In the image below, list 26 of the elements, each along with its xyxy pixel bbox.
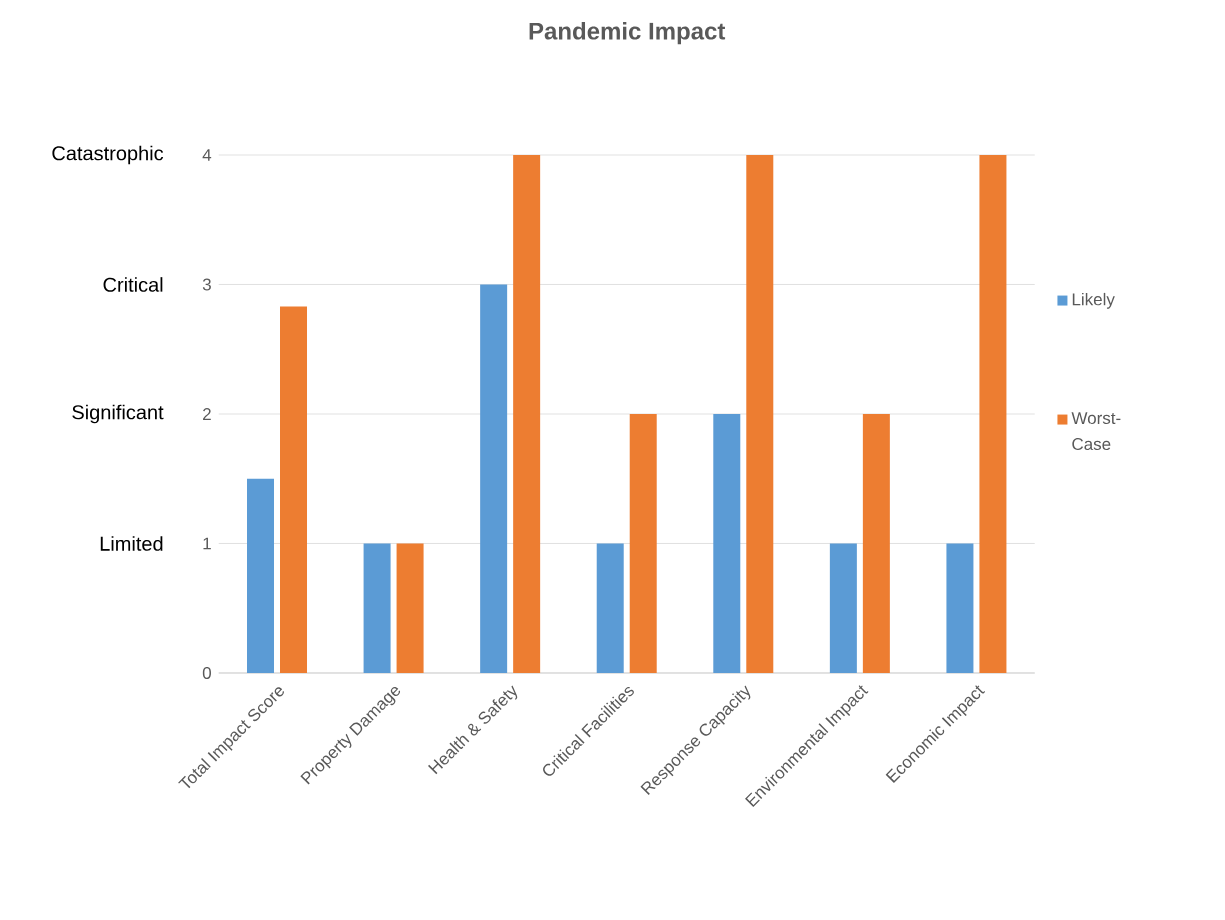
bar [247,478,275,673]
bar [596,543,624,673]
y-tick-label: 1 [203,537,211,550]
bar [746,154,774,673]
bar [396,543,424,673]
bar [979,154,1007,673]
legend-label: Worst-Case [1071,412,1121,451]
bar [629,413,657,673]
bar [480,284,508,673]
text: Critical [103,277,163,292]
bar [713,413,741,673]
legend-label: Likely [1072,292,1115,309]
text: Limited [100,536,163,551]
bar [946,543,974,673]
bar [829,543,857,673]
bar [363,543,391,673]
text: Significant [72,404,164,424]
y-tick-label: 3 [202,278,211,291]
y-tick-label: 2 [203,408,211,420]
text: Catastrophic [52,145,164,165]
y-tick-label: 4 [202,149,212,161]
bar [280,306,307,673]
chart-title: Pandemic Impact [529,22,726,45]
bar [513,154,541,673]
y-tick-label: 0 [202,666,211,679]
bar [862,413,890,673]
